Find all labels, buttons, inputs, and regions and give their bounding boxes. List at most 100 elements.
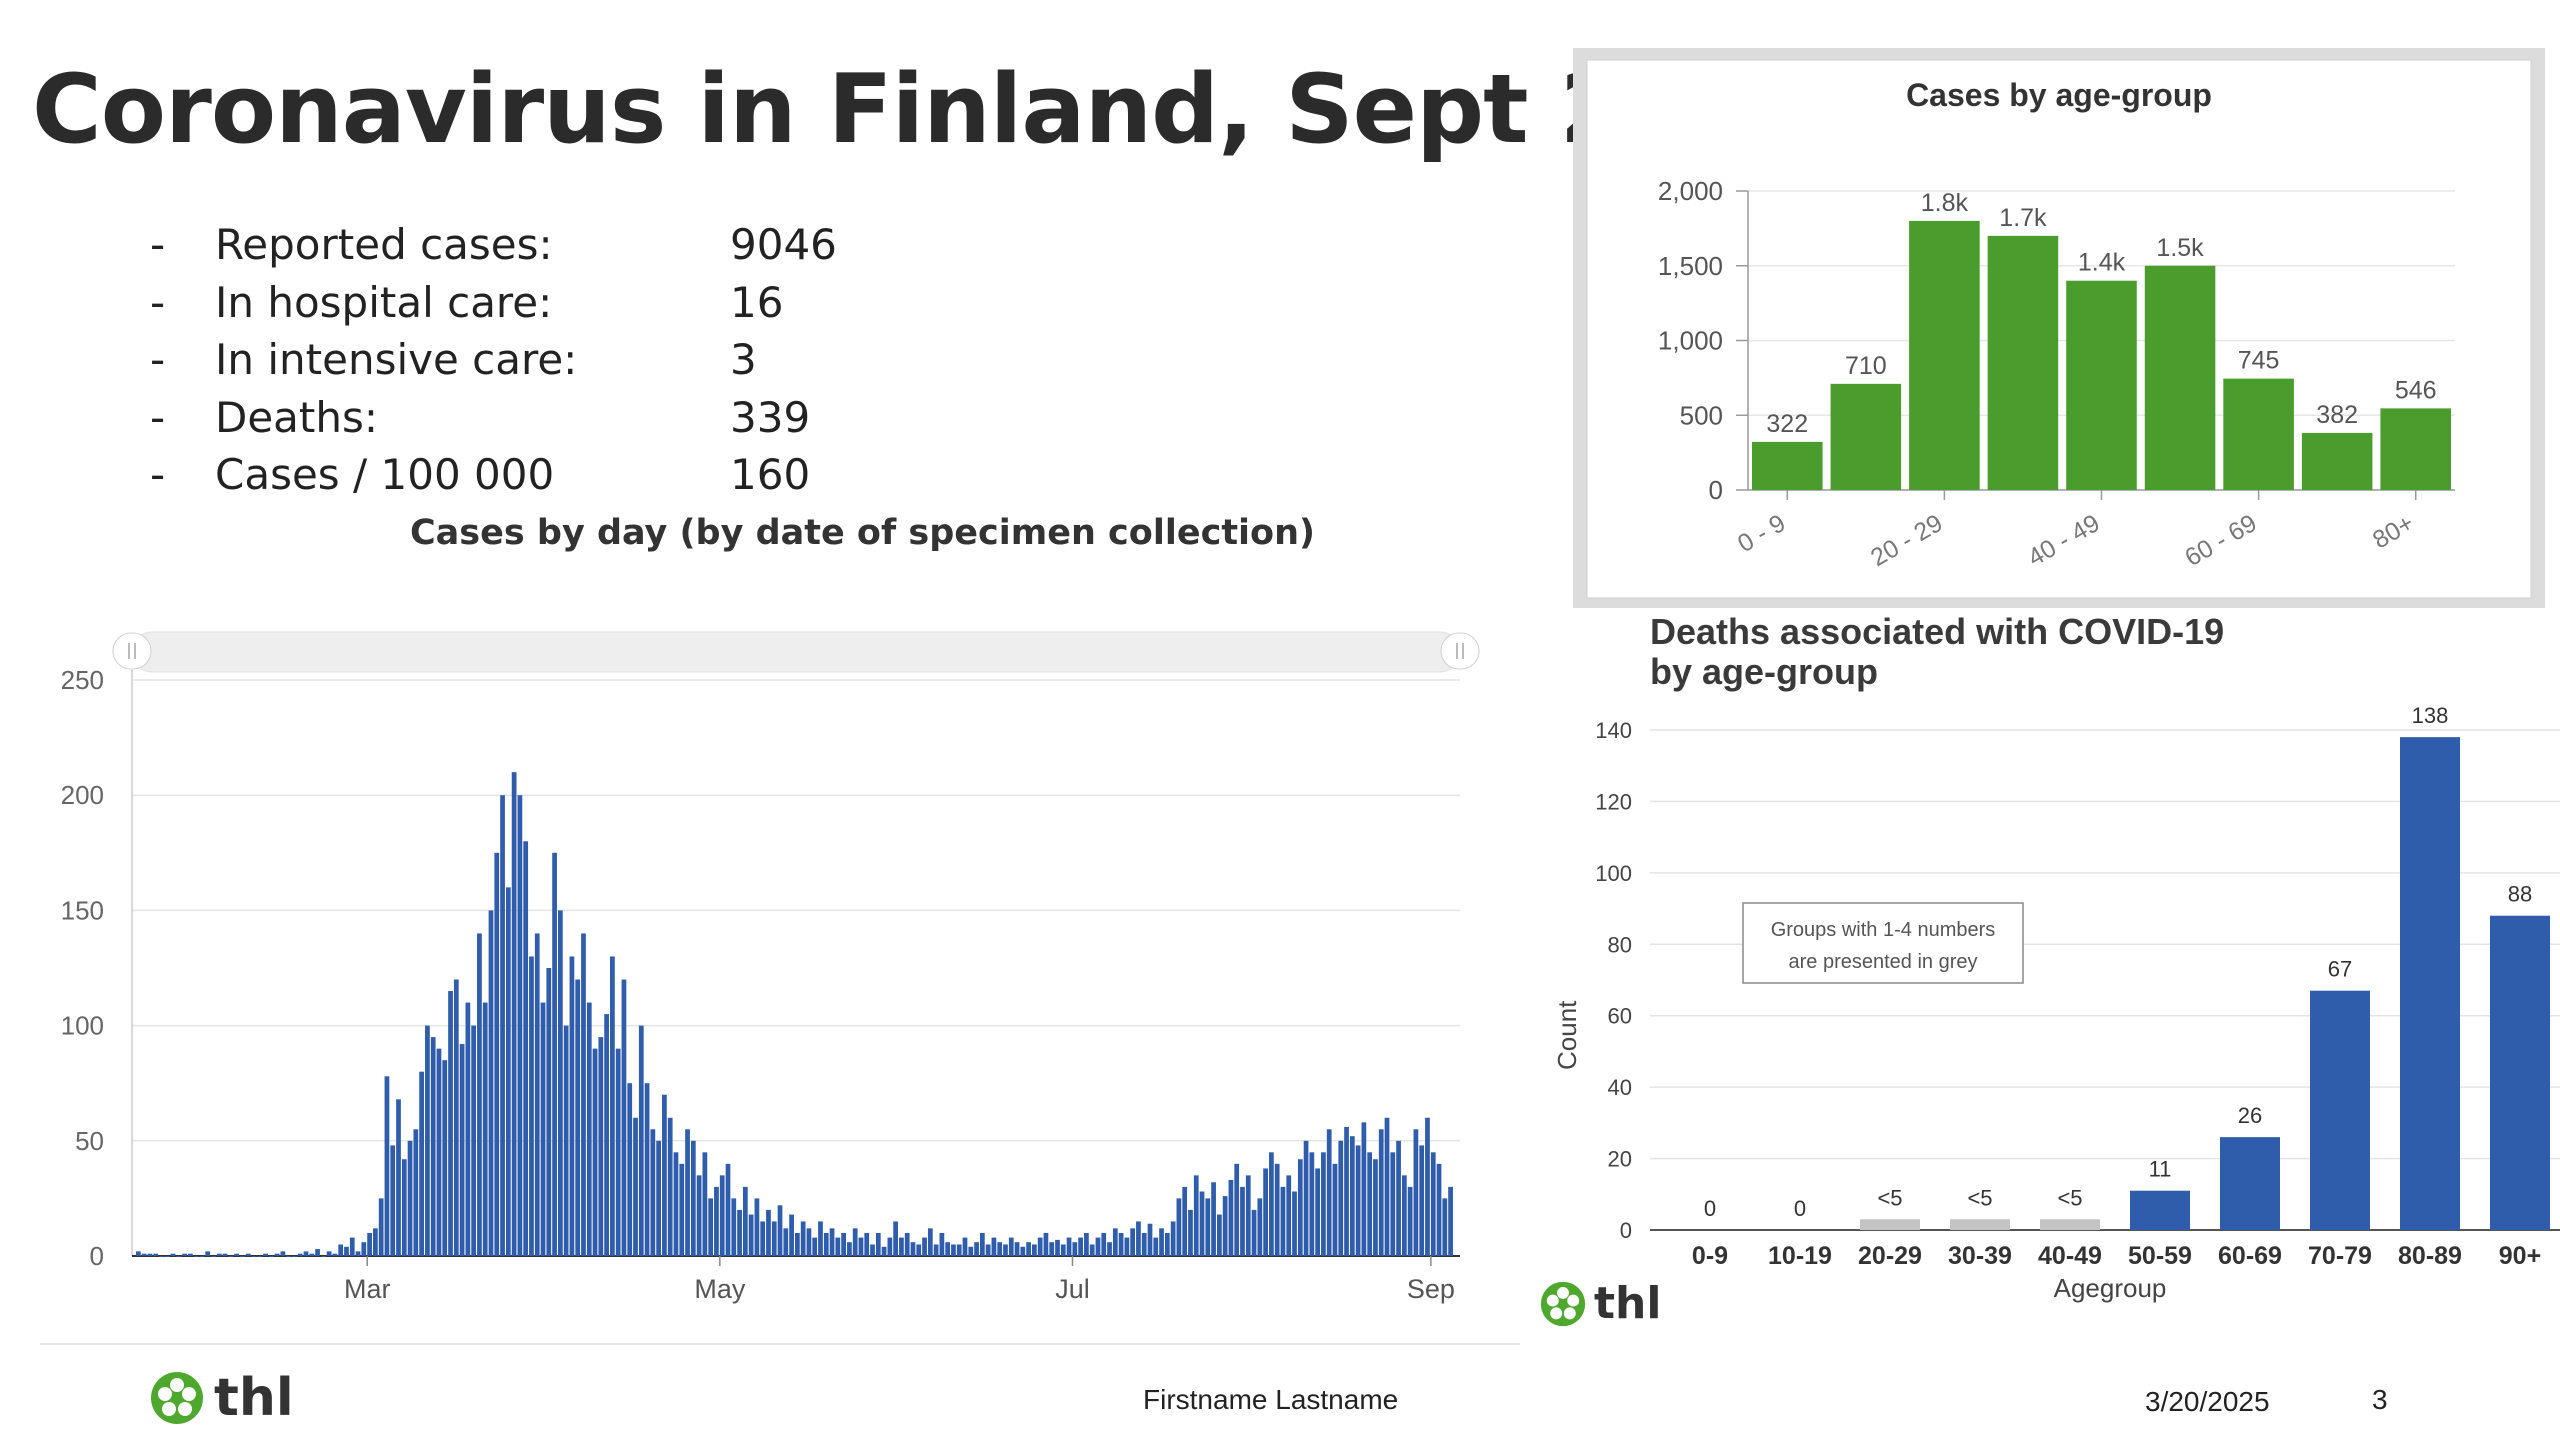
x-tick-label: Sep [1407,1274,1455,1304]
data-label: 382 [2316,401,2358,429]
bar [315,1249,320,1256]
bar [390,1145,396,1256]
bar [453,979,459,1256]
bar [1292,1191,1297,1256]
y-tick-label: 1,500 [1658,251,1723,281]
stat-value: 16 [730,277,784,327]
bar [916,1244,922,1256]
bar [1130,1228,1136,1256]
bar [2040,1219,2100,1230]
bar [575,979,581,1256]
bar [245,1253,251,1256]
bar [326,1251,332,1256]
footer-logo: thl [150,1368,294,1428]
bar [1987,235,2059,490]
data-label: <5 [1967,1185,1992,1210]
bar [835,1237,841,1256]
data-label: 710 [1845,352,1887,380]
bar [783,1228,789,1256]
bar [182,1253,187,1256]
note-text-line1: Groups with 1-4 numbers [1771,919,1996,941]
x-tick-label: 40-49 [2038,1242,2102,1270]
bar [569,956,575,1256]
y-tick-label: 50 [75,1126,104,1156]
y-tick-label: 120 [1595,789,1632,814]
bar [1141,1232,1147,1256]
y-tick-label: 200 [61,780,104,810]
bar [286,1256,292,1257]
bar [546,968,552,1256]
bar [482,1002,488,1256]
bar [899,1237,904,1256]
bar [159,1256,164,1257]
bar [852,1228,858,1256]
bar [251,1256,257,1257]
bar [292,1256,297,1257]
data-label: 1.4k [2078,249,2126,277]
bar [1234,1163,1240,1256]
bar [1752,441,1823,490]
footer-divider [40,1343,1520,1345]
data-label: 1.7k [1999,204,2047,232]
bar [1407,1186,1413,1256]
bar [1066,1237,1072,1256]
data-label: 1.8k [1921,189,1969,217]
data-label: 0 [1704,1196,1716,1221]
bar [974,1242,979,1256]
thl-flower-icon [151,1372,203,1424]
bar [956,1244,962,1256]
bar [1216,1214,1222,1256]
bar [1251,1209,1257,1256]
bar [1245,1175,1251,1256]
bar [742,1186,748,1256]
bar [818,1221,823,1256]
bar [2310,990,2370,1230]
stat-label: Cases / 100 000 [215,450,555,499]
bar [332,1253,338,1256]
bar [1303,1140,1309,1256]
bar [656,1140,661,1256]
bar [968,1246,974,1256]
bar [1147,1223,1153,1256]
bar [1089,1244,1095,1256]
y-tick-label: 80 [1608,932,1632,957]
bar [170,1253,176,1256]
x-tick-label: 10-19 [1768,1242,1832,1270]
bar [448,991,453,1256]
bar [581,933,586,1256]
bar [881,1246,887,1256]
bar [997,1242,1003,1256]
x-tick-label: 70-79 [2308,1242,2372,1270]
bar [870,1244,875,1256]
y-tick-label: 2,000 [1658,176,1723,206]
bar [679,1163,685,1256]
bar [1361,1122,1367,1256]
x-tick-label: Mar [344,1274,391,1304]
data-label: 322 [1766,410,1808,438]
bar [1008,1237,1014,1256]
bar [951,1244,956,1256]
bar [748,1214,754,1256]
bar [505,887,511,1256]
bar [875,1232,881,1256]
x-tick-label: 80-89 [2398,1242,2462,1270]
y-axis-label: Count [1552,1000,1582,1070]
bar [927,1228,933,1256]
bar [592,1048,598,1256]
y-tick-label: 250 [61,665,104,695]
data-label: 11 [2149,1157,2172,1182]
bar [1448,1186,1453,1256]
data-label: <5 [1877,1185,1902,1210]
data-label: 88 [2508,882,2532,907]
bar [806,1228,812,1256]
data-label: 67 [2328,957,2352,982]
bar [511,772,517,1256]
slide-title: Coronavirus in Finland, Sept 21th [32,55,1758,165]
bar [529,956,534,1256]
bar [344,1246,349,1256]
bar [234,1253,240,1256]
bar [199,1256,205,1257]
stat-dash: - [150,450,166,499]
data-label: 26 [2238,1103,2262,1128]
